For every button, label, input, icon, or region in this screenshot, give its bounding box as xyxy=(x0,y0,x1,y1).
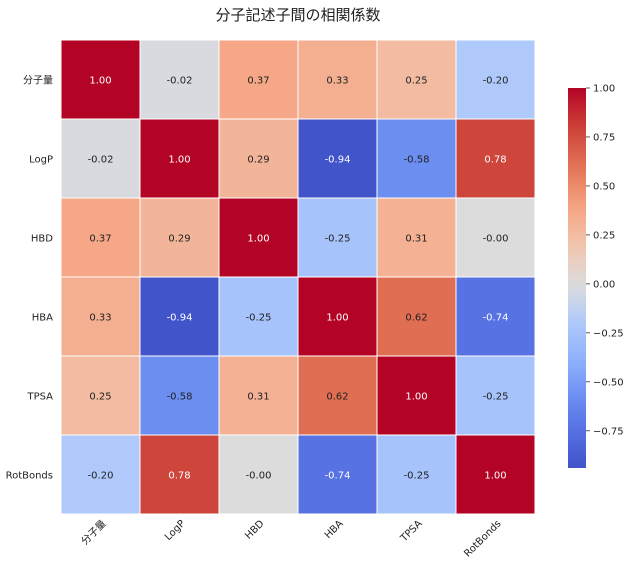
cell-annotation-r2-c3: -0.25 xyxy=(325,234,351,245)
column-labels: 分子量 LogP HBD HBA TPSA RotBonds xyxy=(79,518,504,560)
column-label-1: LogP xyxy=(163,518,188,543)
row-label-0: 分子量 xyxy=(23,75,53,87)
cell-annotation-r3-c4: 0.62 xyxy=(405,313,427,324)
cell-annotation-r1-c0: -0.02 xyxy=(88,155,114,166)
heatmap-cell-r5-c3 xyxy=(297,434,378,515)
cell-annotation-r4-c5: -0.25 xyxy=(483,392,509,403)
cell-annotation-r4-c4: 1.00 xyxy=(405,392,427,403)
cell-annotation-r2-c2: 1.00 xyxy=(247,234,269,245)
row-label-5: RotBonds xyxy=(6,471,53,482)
colorbar-tick-label-7: −0.75 xyxy=(593,426,624,437)
heatmap-cell-r4-c5 xyxy=(455,355,536,436)
row-label-4: TPSA xyxy=(26,392,53,403)
cell-annotation-r3-c3: 1.00 xyxy=(326,313,348,324)
heatmap-cell-r3-c0 xyxy=(60,276,141,357)
colorbar-tick-label-6: −0.50 xyxy=(593,377,624,388)
cell-annotation-r1-c3: -0.94 xyxy=(325,155,351,166)
colorbar-tick-label-2: 0.50 xyxy=(593,181,615,192)
heatmap-cell-r1-c1 xyxy=(139,118,220,199)
colorbar: 1.00 0.75 0.50 0.25 0.00 −0.25 −0.50 −0.75 xyxy=(568,84,624,468)
heatmap-cell-r0-c3 xyxy=(297,39,378,120)
heatmap-cell-r0-c5 xyxy=(455,39,536,120)
cell-annotation-r0-c3: 0.33 xyxy=(326,76,348,87)
cell-annotation-r1-c2: 0.29 xyxy=(247,155,269,166)
column-label-4: TPSA xyxy=(398,518,425,545)
cell-annotation-r1-c5: 0.78 xyxy=(484,155,506,166)
heatmap-cell-r3-c5 xyxy=(455,276,536,357)
cell-annotation-r5-c5: 1.00 xyxy=(484,471,506,482)
heatmap-cell-r0-c4 xyxy=(376,39,457,120)
cell-annotation-r0-c0: 1.00 xyxy=(89,76,111,87)
heatmap-cell-r3-c3 xyxy=(297,276,378,357)
cell-annotation-r3-c0: 0.33 xyxy=(89,313,111,324)
heatmap-cell-r4-c4 xyxy=(376,355,457,436)
colorbar-tick-label-0: 1.00 xyxy=(593,84,615,95)
cell-annotation-r4-c1: -0.58 xyxy=(167,392,193,403)
heatmap-cell-r2-c1 xyxy=(139,197,220,278)
cell-annotation-r3-c2: -0.25 xyxy=(246,313,272,324)
colorbar-tick-label-1: 0.75 xyxy=(593,132,615,143)
cell-annotation-r3-c5: -0.74 xyxy=(483,313,509,324)
heatmap-cell-r2-c0 xyxy=(60,197,141,278)
heatmap-cells xyxy=(60,39,536,515)
heatmap-cell-r5-c0 xyxy=(60,434,141,515)
colorbar-tick-label-5: −0.25 xyxy=(593,328,624,339)
heatmap-cell-r1-c5 xyxy=(455,118,536,199)
heatmap-cell-r2-c5 xyxy=(455,197,536,278)
cell-annotation-r2-c4: 0.31 xyxy=(405,234,427,245)
heatmap-cell-r3-c4 xyxy=(376,276,457,357)
column-label-2: HBD xyxy=(243,518,267,542)
row-label-2: HBD xyxy=(31,234,53,245)
heatmap-cell-r4-c2 xyxy=(218,355,299,436)
heatmap-cell-r2-c3 xyxy=(297,197,378,278)
cell-annotation-r0-c2: 0.37 xyxy=(247,76,269,87)
column-label-3: HBA xyxy=(323,518,346,541)
cell-annotation-r2-c0: 0.37 xyxy=(89,234,111,245)
cell-annotation-r1-c4: -0.58 xyxy=(404,155,430,166)
heatmap-cell-r0-c0 xyxy=(60,39,141,120)
column-label-5: RotBonds xyxy=(462,518,503,559)
cell-annotations: 1.00 -0.02 0.37 0.33 0.25 -0.20 -0.02 1.00 0.29 -… xyxy=(88,76,509,482)
heatmap-cell-r0-c2 xyxy=(218,39,299,120)
cell-annotation-r4-c3: 0.62 xyxy=(326,392,348,403)
cell-annotation-r2-c5: -0.00 xyxy=(483,234,509,245)
row-label-3: HBA xyxy=(32,313,53,324)
cell-annotation-r5-c1: 0.78 xyxy=(168,471,190,482)
row-labels: 分子量 LogP HBD HBA TPSA RotBonds xyxy=(6,75,54,482)
cell-annotation-r0-c5: -0.20 xyxy=(483,76,509,87)
cell-annotation-r1-c1: 1.00 xyxy=(168,155,190,166)
heatmap-cell-r5-c4 xyxy=(376,434,457,515)
colorbar-tick-label-3: 0.25 xyxy=(593,230,615,241)
heatmap-cell-r3-c1 xyxy=(139,276,220,357)
cell-annotation-r5-c0: -0.20 xyxy=(88,471,114,482)
cell-annotation-r5-c2: -0.00 xyxy=(246,471,272,482)
cell-annotation-r5-c3: -0.74 xyxy=(325,471,351,482)
heatmap-cell-r1-c3 xyxy=(297,118,378,199)
cell-annotation-r4-c2: 0.31 xyxy=(247,392,269,403)
colorbar-gradient xyxy=(568,88,586,468)
heatmap-cell-r4-c0 xyxy=(60,355,141,436)
cell-annotation-r0-c4: 0.25 xyxy=(405,76,427,87)
chart-title: 分子記述子間の相関係数 xyxy=(215,6,380,24)
cell-annotation-r0-c1: -0.02 xyxy=(167,76,193,87)
colorbar-tick-label-4: 0.00 xyxy=(593,279,615,290)
heatmap-cell-r4-c3 xyxy=(297,355,378,436)
heatmap-cell-r3-c2 xyxy=(218,276,299,357)
heatmap-cell-r5-c5 xyxy=(455,434,536,515)
heatmap-cell-r0-c1 xyxy=(139,39,220,120)
row-label-1: LogP xyxy=(29,155,53,166)
cell-annotation-r3-c1: -0.94 xyxy=(167,313,193,324)
cell-annotation-r2-c1: 0.29 xyxy=(168,234,190,245)
cell-annotation-r5-c4: -0.25 xyxy=(404,471,430,482)
heatmap-cell-r2-c4 xyxy=(376,197,457,278)
column-label-0: 分子量 xyxy=(79,518,109,548)
cell-annotation-r4-c0: 0.25 xyxy=(89,392,111,403)
